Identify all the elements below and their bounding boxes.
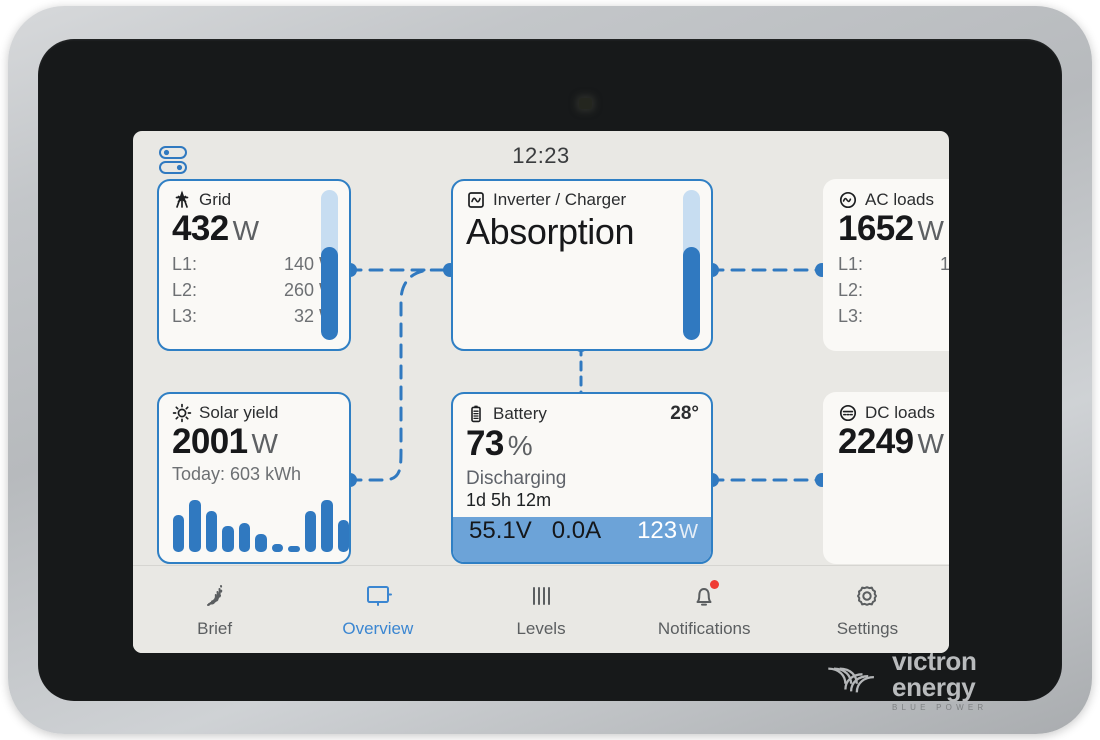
nav-label: Settings bbox=[836, 619, 899, 638]
toggles-icon[interactable] bbox=[157, 143, 191, 177]
phase-row: L3: 32 W bbox=[172, 306, 336, 326]
solar-bar bbox=[222, 526, 234, 552]
panel-battery-header: Battery 28° bbox=[453, 394, 711, 425]
solar-bar bbox=[271, 543, 284, 552]
camera-icon bbox=[579, 98, 592, 109]
gear-icon bbox=[851, 580, 883, 612]
device-screen-frame: victron energy BLUE POWER 12:23 bbox=[38, 39, 1062, 712]
nav-item-notifications[interactable]: Notifications bbox=[623, 566, 786, 653]
grid-tower-icon bbox=[175, 190, 189, 208]
solar-bar bbox=[304, 511, 317, 552]
inverter-icon bbox=[468, 192, 484, 208]
battery-current: 0.0A bbox=[551, 517, 602, 544]
panel-ac-loads-phases: L1: 1000 W L2: 600 W L3: 52 W bbox=[825, 249, 949, 329]
battery-icon bbox=[471, 405, 481, 423]
panel-ac-loads-header: AC loads bbox=[825, 181, 949, 210]
panel-dc-loads-title: DC loads bbox=[865, 403, 935, 422]
battery-time-remaining: 1d 5h 12m bbox=[466, 490, 552, 510]
sun-icon bbox=[172, 403, 192, 423]
panel-inverter-header: Inverter / Charger bbox=[453, 181, 711, 210]
victron-logo: victron energy BLUE POWER bbox=[824, 648, 1038, 712]
overview-screen-icon bbox=[362, 580, 394, 612]
phase-row: L3: 52 W bbox=[838, 306, 864, 326]
panel-inverter-charger[interactable]: Inverter / Charger Absorption bbox=[451, 179, 713, 351]
nav-item-levels[interactable]: Levels bbox=[459, 566, 622, 653]
nav-item-brief[interactable]: Brief bbox=[133, 566, 296, 653]
phase-row: L1: 140 W bbox=[172, 254, 336, 274]
solar-yield-sparkline bbox=[173, 500, 349, 552]
solar-bar bbox=[173, 514, 185, 552]
nav-label: Brief bbox=[197, 619, 233, 638]
phase-row: L2: 260 W bbox=[172, 280, 336, 300]
battery-status: Discharging bbox=[466, 468, 567, 489]
solar-bar bbox=[189, 500, 201, 552]
battery-temperature: 28° bbox=[670, 403, 699, 424]
battery-voltage: 55.1V bbox=[469, 517, 532, 544]
solar-bar bbox=[255, 534, 267, 552]
solar-bar bbox=[321, 500, 333, 552]
panel-ac-loads-title: AC loads bbox=[865, 190, 934, 209]
panel-grid-header: Grid bbox=[159, 181, 349, 210]
nav-label: Levels bbox=[516, 619, 566, 638]
levels-bars-icon bbox=[525, 580, 557, 612]
top-bar: 12:23 bbox=[133, 131, 949, 183]
solar-today-label: Today: 603 kWh bbox=[172, 464, 302, 484]
panel-solar-title: Solar yield bbox=[199, 403, 279, 422]
device-bezel: victron energy BLUE POWER 12:23 bbox=[8, 6, 1092, 734]
battery-soc: 73% bbox=[466, 424, 533, 463]
phase-row: L1: 1000 W bbox=[838, 254, 949, 274]
bottom-nav: Brief Overview bbox=[133, 565, 949, 653]
panel-grid-value: 432 W bbox=[172, 209, 260, 248]
solar-bar bbox=[337, 519, 349, 552]
solar-bar bbox=[288, 546, 300, 552]
notification-badge bbox=[710, 580, 720, 589]
bell-icon bbox=[688, 580, 720, 612]
dc-loads-icon bbox=[839, 404, 857, 422]
panel-battery[interactable]: Battery 28° 73% Discharging 1d 5h 12m 55… bbox=[451, 392, 713, 564]
ac-sine-icon bbox=[839, 191, 857, 209]
nav-item-settings[interactable]: Settings bbox=[786, 566, 949, 653]
victron-mark-icon bbox=[828, 667, 874, 693]
panel-dc-loads[interactable]: DC loads 2249 W bbox=[823, 392, 949, 564]
panel-solar-value: 2001 W bbox=[172, 422, 278, 461]
nav-item-overview[interactable]: Overview bbox=[296, 566, 459, 653]
brand-name: victron energy bbox=[892, 646, 977, 702]
phase-row: L2: 600 W bbox=[838, 280, 864, 300]
panel-dc-loads-value: 2249 W bbox=[838, 422, 944, 461]
battery-metrics: 55.1V 0.0A 123 W bbox=[453, 511, 711, 545]
solar-bar bbox=[205, 511, 218, 552]
grid-gauge bbox=[321, 190, 338, 340]
panel-grid-title: Grid bbox=[199, 190, 232, 209]
inverter-state: Absorption bbox=[466, 211, 635, 252]
brand-tagline: BLUE POWER bbox=[892, 703, 988, 712]
brief-radar-icon bbox=[199, 580, 231, 612]
solar-bar bbox=[238, 522, 251, 552]
clock: 12:23 bbox=[512, 143, 570, 168]
inverter-gauge bbox=[683, 190, 700, 340]
panel-solar-header: Solar yield bbox=[159, 394, 349, 423]
battery-power: 123 W bbox=[637, 517, 698, 544]
panel-grid[interactable]: Grid 432 W L1: 140 W L2: 260 W bbox=[157, 179, 351, 351]
app-screen: 12:23 bbox=[133, 131, 949, 653]
panel-ac-loads-value: 1652 W bbox=[838, 209, 944, 248]
panel-solar-yield[interactable]: Solar yield 2001 W Today: 603 kWh bbox=[157, 392, 351, 564]
panel-dc-loads-header: DC loads bbox=[825, 394, 949, 423]
nav-label: Overview bbox=[342, 619, 414, 638]
overview-grid: Grid 432 W L1: 140 W L2: 260 W bbox=[133, 179, 949, 564]
panel-battery-title: Battery bbox=[493, 404, 547, 423]
panel-inverter-title: Inverter / Charger bbox=[493, 190, 627, 209]
nav-label: Notifications bbox=[657, 619, 751, 638]
